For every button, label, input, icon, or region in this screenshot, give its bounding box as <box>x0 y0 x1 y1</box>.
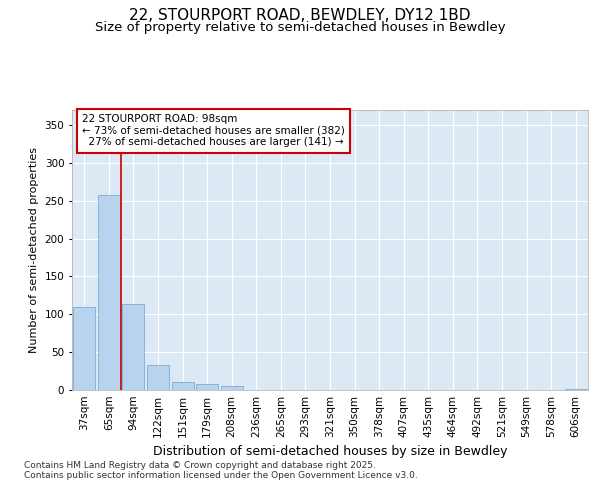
Text: 22 STOURPORT ROAD: 98sqm
← 73% of semi-detached houses are smaller (382)
  27% o: 22 STOURPORT ROAD: 98sqm ← 73% of semi-d… <box>82 114 345 148</box>
Text: Contains HM Land Registry data © Crown copyright and database right 2025.
Contai: Contains HM Land Registry data © Crown c… <box>24 460 418 480</box>
Bar <box>565 389 587 390</box>
Bar <box>147 365 169 390</box>
Bar <box>172 382 194 390</box>
Bar <box>73 307 95 390</box>
X-axis label: Distribution of semi-detached houses by size in Bewdley: Distribution of semi-detached houses by … <box>153 446 507 458</box>
Bar <box>196 384 218 390</box>
Text: Size of property relative to semi-detached houses in Bewdley: Size of property relative to semi-detach… <box>95 21 505 34</box>
Bar <box>122 304 145 390</box>
Bar <box>221 386 243 390</box>
Y-axis label: Number of semi-detached properties: Number of semi-detached properties <box>29 147 39 353</box>
Bar <box>98 195 120 390</box>
Text: 22, STOURPORT ROAD, BEWDLEY, DY12 1BD: 22, STOURPORT ROAD, BEWDLEY, DY12 1BD <box>129 8 471 22</box>
